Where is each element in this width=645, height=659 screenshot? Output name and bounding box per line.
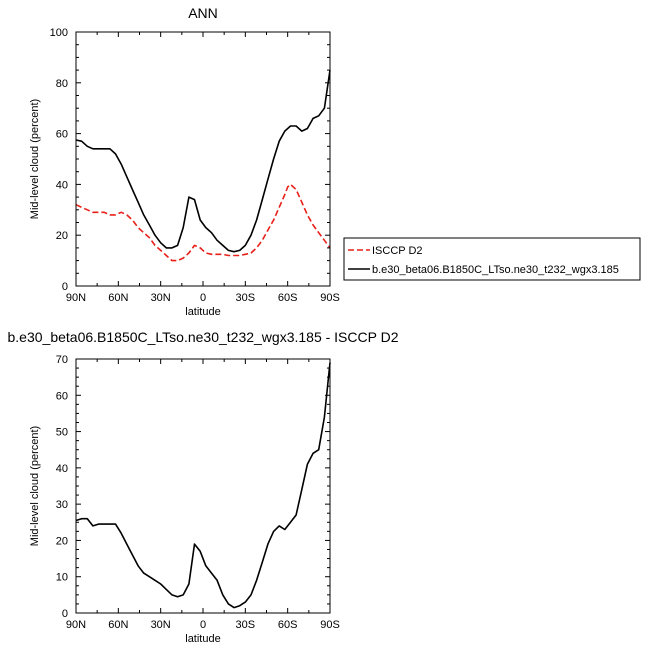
legend-entry: ISCCP D2: [372, 245, 423, 257]
x-axis-label: latitude: [185, 306, 220, 318]
chart-title: ANN: [188, 5, 218, 21]
y-tick-label: 50: [56, 427, 68, 439]
y-axis-label: Mid-level cloud (percent): [29, 426, 41, 546]
series-line-isccp: [75, 183, 331, 262]
x-tick-label: 60S: [278, 619, 298, 631]
plot-frame: [75, 358, 331, 614]
x-tick-label: 60N: [108, 619, 128, 631]
y-axis-label: Mid-level cloud (percent): [29, 99, 41, 219]
y-tick-label: 30: [56, 499, 68, 511]
x-tick-label: 60N: [108, 292, 128, 304]
x-tick-label: 90N: [66, 619, 86, 631]
y-tick-label: 100: [50, 27, 68, 39]
series-line-model: [75, 69, 331, 253]
y-tick-label: 70: [56, 354, 68, 366]
x-tick-label: 30N: [151, 292, 171, 304]
x-tick-label: 60S: [278, 292, 298, 304]
series-line-model: [75, 362, 331, 609]
y-tick-label: 0: [62, 281, 68, 293]
chart-title: b.e30_beta06.B1850C_LTso.ne30_t232_wgx3.…: [8, 329, 399, 345]
y-tick-label: 20: [56, 535, 68, 547]
bottom-panel: 90N 60N 30N 0 30S 60S 90S 0 10 20 30 40 50 60 70 b.e30_…: [8, 329, 399, 645]
x-tick-label: 90S: [320, 292, 340, 304]
x-tick-label: 30S: [236, 292, 256, 304]
y-tick-label: 80: [56, 78, 68, 90]
legend: ISCCP D2 b.e30_beta06.B1850C_LTso.ne30_t2…: [343, 237, 641, 281]
legend-entry: b.e30_beta06.B1850C_LTso.ne30_t232_wgx3.…: [372, 264, 619, 276]
top-panel: 90N 60N 30N 0 30S 60S 90S 0 20 40 60 80 100 ANN latitu…: [29, 5, 340, 318]
x-tick-label: 0: [200, 619, 206, 631]
y-tick-label: 20: [56, 230, 68, 242]
x-tick-label: 30N: [151, 619, 171, 631]
plot-frame: [75, 31, 331, 287]
y-tick-label: 60: [56, 390, 68, 402]
y-tick-label: 40: [56, 179, 68, 191]
x-axis-label: latitude: [185, 633, 220, 645]
x-tick-label: 30S: [236, 619, 256, 631]
y-tick-label: 40: [56, 463, 68, 475]
legend-box: [343, 237, 641, 281]
x-tick-label: 0: [200, 292, 206, 304]
x-tick-label: 90S: [320, 619, 340, 631]
y-tick-label: 60: [56, 129, 68, 141]
y-tick-label: 10: [56, 572, 68, 584]
y-tick-label: 0: [62, 608, 68, 620]
x-tick-label: 90N: [66, 292, 86, 304]
